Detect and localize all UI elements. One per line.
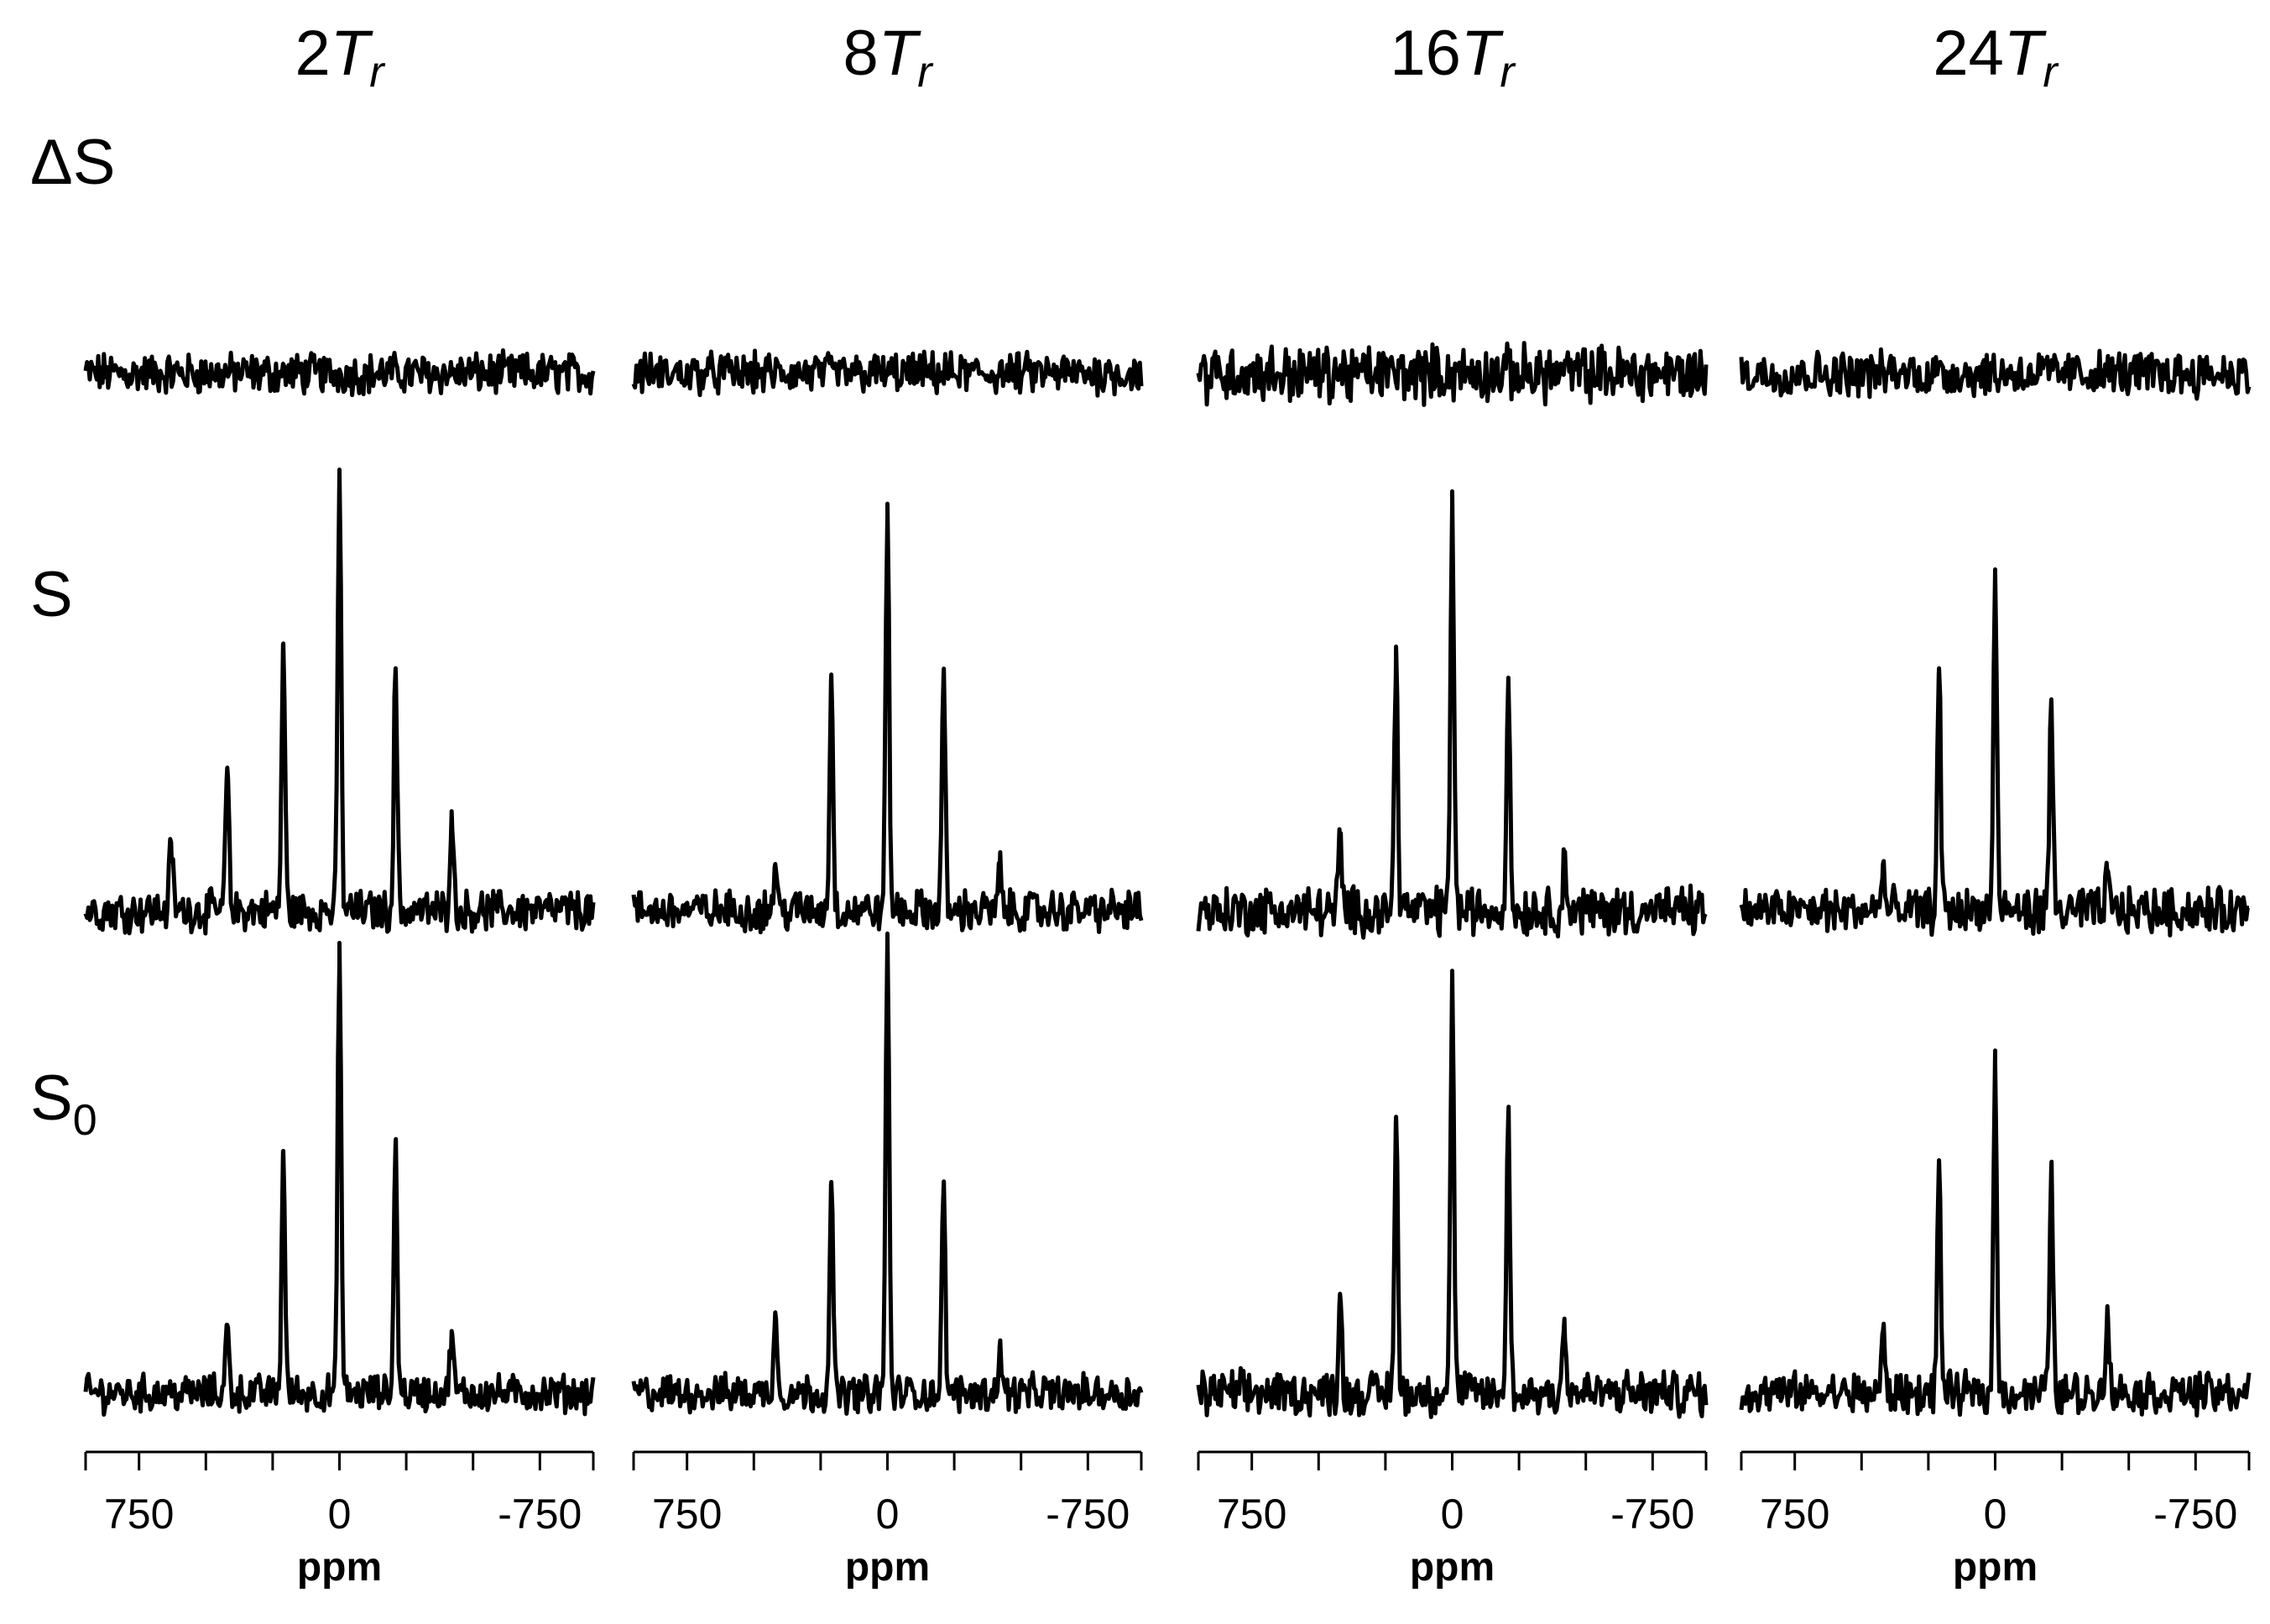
x-tick-label: 750 <box>103 1491 175 1538</box>
x-tick-label: -750 <box>2153 1491 2238 1538</box>
row-label-1: S <box>30 558 73 631</box>
panel-title-symbol: T <box>2003 18 2043 89</box>
x-tick-label: -750 <box>1046 1491 1130 1538</box>
spectrum-S0-panel-1 <box>631 931 1144 1416</box>
panel-title-2: 16Tr <box>1327 17 1579 97</box>
spectrum-S-panel-1 <box>631 501 1144 935</box>
panel-title-subscript: r <box>2043 48 2058 97</box>
row-label-main: S <box>30 559 73 630</box>
spectrum-ΔS-panel-2 <box>1196 341 1709 407</box>
x-tick-label: 750 <box>1759 1491 1830 1538</box>
panel-title-number: 16 <box>1390 18 1461 89</box>
row-label-2: S0 <box>30 1062 97 1146</box>
spectrum-S0-panel-0 <box>83 941 596 1417</box>
x-tick-label: 750 <box>1216 1491 1287 1538</box>
panel-title-number: 24 <box>1933 18 2004 89</box>
x-tick-label: 0 <box>1440 1491 1464 1538</box>
panel-title-1: 8Tr <box>762 17 1014 97</box>
x-tick-label: 0 <box>875 1491 900 1538</box>
x-tick-label: 750 <box>651 1491 723 1538</box>
x-axis-label: ppm <box>296 1545 383 1590</box>
row-label-main: S <box>30 1063 73 1134</box>
spectrum-ΔS-panel-3 <box>1739 347 2252 401</box>
spectrum-S-panel-0 <box>83 467 596 936</box>
row-label-0: ΔS <box>30 126 115 199</box>
row-label-sub: 0 <box>72 1096 97 1145</box>
x-tick-label: -750 <box>498 1491 582 1538</box>
panel-title-subscript: r <box>1500 48 1515 97</box>
spectrum-S-panel-3 <box>1739 567 2250 937</box>
spectrum-S0-panel-3 <box>1739 1048 2252 1418</box>
spectrum-S-panel-2 <box>1196 489 1708 940</box>
x-axis-label: ppm <box>1952 1545 2038 1590</box>
x-axis-label: ppm <box>1409 1545 1495 1590</box>
x-tick-label: -750 <box>1610 1491 1695 1538</box>
spectrum-ΔS-panel-0 <box>83 348 596 398</box>
panel-title-subscript: r <box>369 48 384 97</box>
row-label-main: ΔS <box>30 127 116 198</box>
x-axis-label: ppm <box>844 1545 931 1590</box>
spectrum-S0-panel-2 <box>1196 969 1709 1419</box>
panel-title-number: 8 <box>843 18 879 89</box>
panel-title-subscript: r <box>917 48 932 97</box>
panel-title-3: 24Tr <box>1870 17 2121 97</box>
panel-title-symbol: T <box>878 18 918 89</box>
x-tick-label: 0 <box>1983 1491 2007 1538</box>
x-tick-label: 0 <box>327 1491 352 1538</box>
spectrum-ΔS-panel-1 <box>631 348 1144 398</box>
panel-title-symbol: T <box>330 18 370 89</box>
panel-title-symbol: T <box>1460 18 1500 89</box>
panel-title-number: 2 <box>295 18 331 89</box>
panel-title-0: 2Tr <box>214 17 466 97</box>
